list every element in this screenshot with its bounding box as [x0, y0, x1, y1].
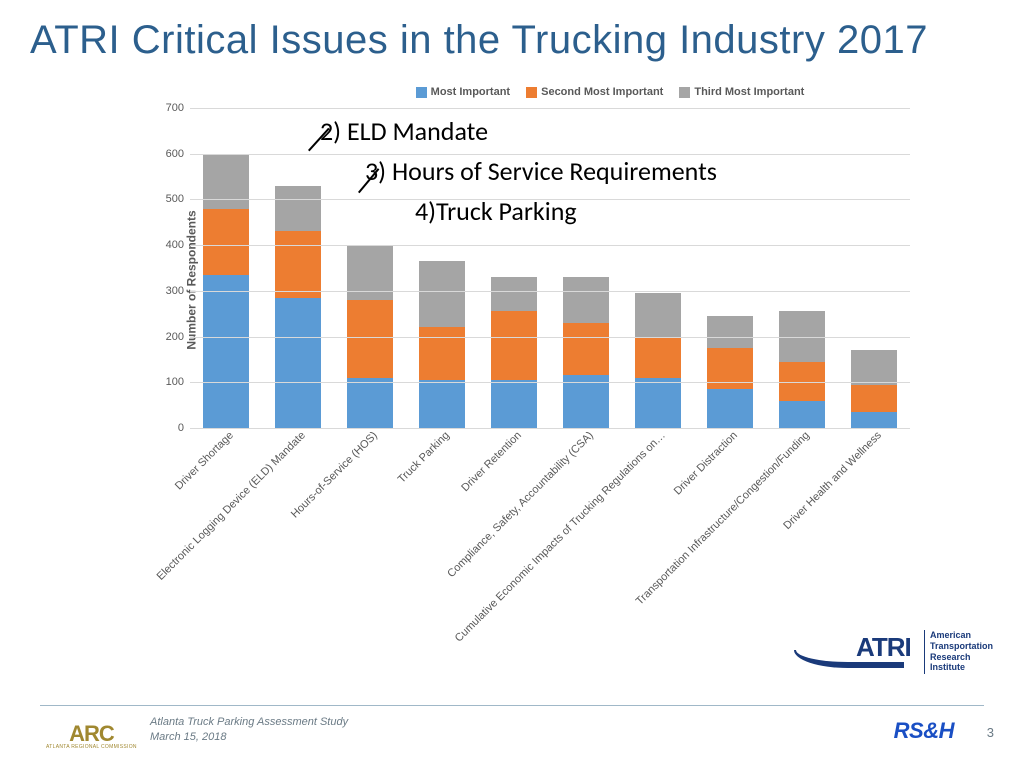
annotation-text: 4)Truck Parking	[415, 195, 577, 227]
bar-segment	[491, 277, 537, 311]
legend-item: Third Most Important	[679, 86, 804, 98]
legend-label: Most Important	[431, 86, 510, 98]
x-tick-label: Compliance, Safety, Accountability (CSA)	[445, 429, 596, 580]
page-number: 3	[987, 725, 994, 740]
bar-segment	[419, 261, 465, 327]
bar-segment	[707, 316, 753, 348]
bar-segment	[851, 412, 897, 428]
gridline	[190, 337, 910, 338]
gridline	[190, 428, 910, 429]
bar-segment	[851, 350, 897, 384]
bar-segment	[275, 186, 321, 232]
bar-segment	[275, 298, 321, 428]
legend-item: Most Important	[416, 86, 510, 98]
legend-label: Second Most Important	[541, 86, 663, 98]
bar-segment	[635, 378, 681, 428]
bar-segment	[203, 209, 249, 275]
bar-segment	[635, 293, 681, 336]
x-tick-label: Electronic Logging Device (ELD) Mandate	[155, 429, 308, 582]
bar-segment	[419, 327, 465, 380]
bar-segment	[491, 311, 537, 380]
bar-segment	[779, 362, 825, 401]
y-tick-label: 500	[160, 193, 184, 205]
bar-segment	[347, 300, 393, 378]
page-title: ATRI Critical Issues in the Trucking Ind…	[30, 18, 928, 63]
footer-rule	[40, 705, 984, 706]
y-tick-label: 600	[160, 148, 184, 160]
logo-separator	[924, 630, 925, 674]
atri-logo-text: ATRI	[856, 632, 911, 663]
bar-segment	[779, 401, 825, 428]
legend-swatch	[416, 87, 427, 98]
bar-segment	[347, 378, 393, 428]
x-tick-label: Driver Shortage	[173, 429, 236, 492]
slide: ATRI Critical Issues in the Trucking Ind…	[0, 0, 1024, 768]
gridline	[190, 108, 910, 109]
bar-segment	[419, 380, 465, 428]
bar-segment	[563, 375, 609, 428]
x-tick-label: Truck Parking	[396, 429, 452, 485]
bar-segment	[275, 231, 321, 297]
x-tick-label: Driver Retention	[459, 429, 524, 494]
x-tick-label: Driver Distraction	[672, 429, 740, 497]
bar-segment	[491, 380, 537, 428]
bar-segment	[635, 337, 681, 378]
footer-study: Atlanta Truck Parking Assessment Study	[150, 715, 348, 729]
arc-logo-text: ARC	[46, 723, 137, 745]
arc-logo-sub: ATLANTA REGIONAL COMMISSION	[46, 745, 137, 750]
y-tick-label: 300	[160, 285, 184, 297]
chart: Most ImportantSecond Most ImportantThird…	[160, 90, 920, 470]
atri-full-name: AmericanTransportationResearchInstitute	[930, 630, 993, 673]
arc-logo: ARC ATLANTA REGIONAL COMMISSION	[46, 723, 137, 750]
atri-logo: ATRI AmericanTransportationResearchInsti…	[794, 628, 984, 678]
bar-segment	[563, 323, 609, 376]
legend-item: Second Most Important	[526, 86, 663, 98]
y-tick-label: 700	[160, 102, 184, 114]
legend-label: Third Most Important	[694, 86, 804, 98]
bar-segment	[851, 385, 897, 412]
annotation-text: 3) Hours of Service Requirements	[365, 155, 717, 187]
legend: Most Important Second Most Important Third…	[360, 86, 860, 98]
legend-swatch	[679, 87, 690, 98]
y-tick-label: 0	[160, 422, 184, 434]
y-tick-label: 200	[160, 331, 184, 343]
rsh-logo: RS&H	[894, 718, 954, 744]
legend-swatch	[526, 87, 537, 98]
footer-date: March 15, 2018	[150, 730, 348, 744]
footer-study-text: Atlanta Truck Parking Assessment Study M…	[150, 715, 348, 744]
bar-segment	[563, 277, 609, 323]
gridline	[190, 382, 910, 383]
annotation-text: 2) ELD Mandate	[320, 115, 488, 147]
gridline	[190, 291, 910, 292]
bar-segment	[707, 389, 753, 428]
gridline	[190, 245, 910, 246]
y-tick-label: 100	[160, 376, 184, 388]
bar-segment	[203, 275, 249, 428]
y-tick-label: 400	[160, 239, 184, 251]
